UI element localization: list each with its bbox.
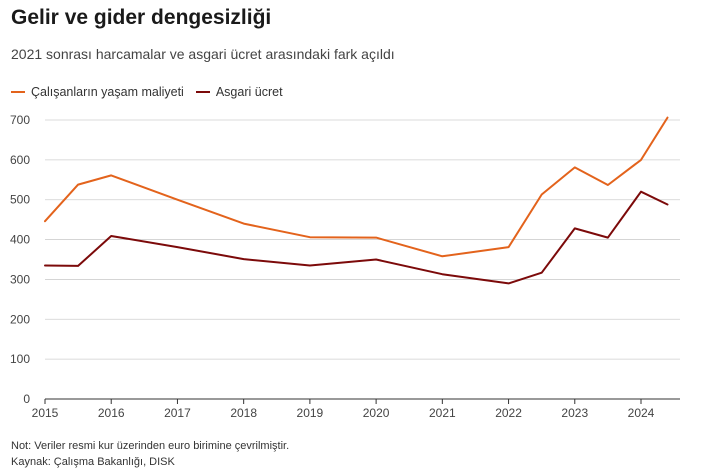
x-tick-label: 2022 — [495, 406, 522, 420]
y-tick-label: 200 — [10, 312, 30, 326]
y-tick-label: 400 — [10, 233, 30, 247]
x-tick-label: 2023 — [561, 406, 588, 420]
legend: Çalışanların yaşam maliyeti Asgari ücret — [11, 85, 295, 99]
x-tick-label: 2018 — [230, 406, 257, 420]
legend-swatch-minimum-wage — [195, 91, 210, 93]
legend-item-minimum-wage: Asgari ücret — [195, 85, 283, 99]
x-tick-label: 2016 — [98, 406, 125, 420]
legend-item-living-cost: Çalışanların yaşam maliyeti — [11, 85, 184, 99]
x-tick-label: 2019 — [297, 406, 324, 420]
legend-swatch-living-cost — [11, 91, 25, 93]
y-tick-label: 500 — [10, 193, 30, 207]
chart-source: Kaynak: Çalışma Bakanlığı, DISK — [11, 456, 175, 468]
x-tick-label: 2024 — [628, 406, 655, 420]
series-line-minimum-wage — [44, 190, 669, 285]
y-tick-label: 0 — [23, 392, 30, 406]
x-tick-label: 2020 — [363, 406, 390, 420]
y-tick-label: 300 — [10, 272, 30, 286]
y-tick-label: 600 — [10, 153, 30, 167]
legend-label-living-cost: Çalışanların yaşam maliyeti — [31, 85, 184, 99]
x-tick-label: 2021 — [429, 406, 456, 420]
y-tick-label: 100 — [10, 352, 30, 366]
series-line-living-cost — [44, 116, 669, 258]
chart-subtitle: 2021 sonrası harcamalar ve asgari ücret … — [11, 46, 395, 62]
y-tick-label: 700 — [10, 113, 30, 127]
legend-label-minimum-wage: Asgari ücret — [215, 85, 283, 99]
chart-title: Gelir ve gider dengesizliği — [11, 6, 272, 29]
x-tick-label: 2017 — [164, 406, 191, 420]
chart-note: Not: Veriler resmi kur üzerinden euro bi… — [11, 440, 290, 452]
x-tick-label: 2015 — [32, 406, 59, 420]
